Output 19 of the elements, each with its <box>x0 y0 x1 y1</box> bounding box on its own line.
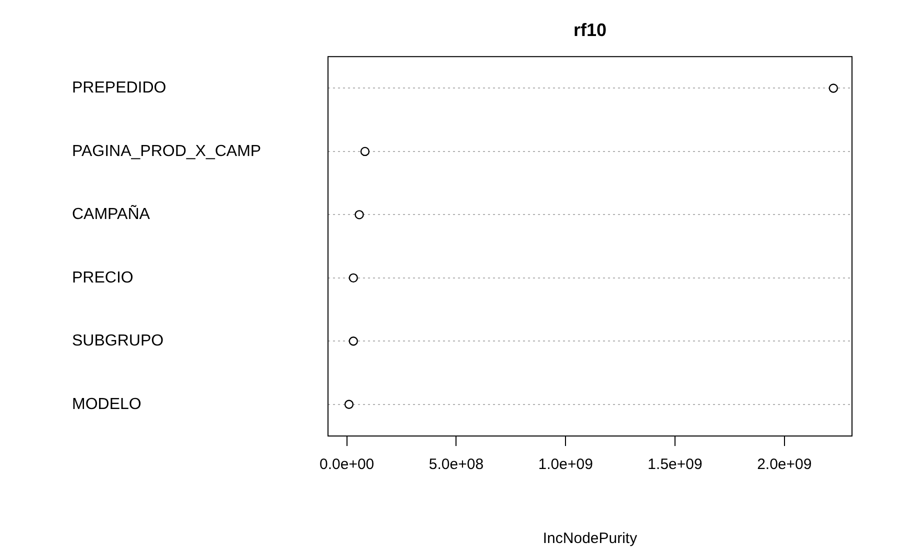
point <box>354 210 364 220</box>
x-tick-label: 5.0e+08 <box>428 456 484 474</box>
y-tick-label: PAGINA_PROD_X_CAMP <box>72 142 262 160</box>
y-tick-label: SUBGRUPO <box>72 332 164 350</box>
point <box>348 336 358 346</box>
point <box>360 146 370 156</box>
x-axis-title: IncNodePurity <box>542 530 638 548</box>
y-tick-label: PRECIO <box>72 269 134 286</box>
x-tick-label: 0.0e+00 <box>319 456 374 474</box>
chart-title: rf10 <box>573 20 607 40</box>
x-tick-label: 1.5e+09 <box>648 456 702 474</box>
point <box>348 273 358 283</box>
y-tick-label: CAMPAÑA <box>72 204 150 224</box>
point <box>344 400 354 409</box>
y-tick-label: MODELO <box>72 396 142 413</box>
y-tick-label: PREPEDIDO <box>72 80 166 97</box>
x-tick-label: 1.0e+09 <box>538 456 593 474</box>
x-tick-label: 2.0e+09 <box>757 456 812 474</box>
point <box>828 84 838 93</box>
